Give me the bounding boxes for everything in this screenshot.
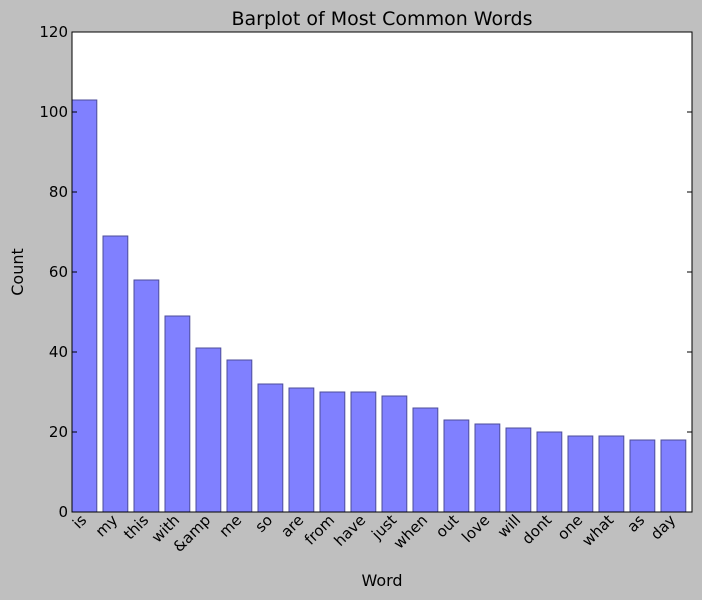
- bar-what: [598, 435, 625, 513]
- y-tick-label-40: 40: [49, 343, 68, 361]
- bar-amp: [195, 347, 222, 513]
- y-tick-label-20: 20: [49, 423, 68, 441]
- x-tick-label-is: is: [69, 511, 90, 532]
- x-axis-label: Word: [361, 571, 402, 590]
- bar-so: [257, 383, 284, 513]
- bar-have: [350, 391, 377, 513]
- bar-as: [629, 439, 656, 513]
- bar-is: [71, 99, 98, 513]
- x-tick-label-dont: dont: [518, 511, 555, 548]
- y-tick-label-80: 80: [49, 183, 68, 201]
- x-tick-label-what: what: [578, 511, 617, 550]
- chart-title: Barplot of Most Common Words: [231, 8, 532, 30]
- x-tick-label-day: day: [647, 511, 679, 543]
- x-tick-label-when: when: [390, 511, 431, 552]
- bar-my: [102, 235, 129, 513]
- bar-from: [319, 391, 346, 513]
- y-tick-label-60: 60: [49, 263, 68, 281]
- bar-with: [164, 315, 191, 513]
- bar-will: [505, 427, 532, 513]
- x-tick-label-have: have: [330, 511, 369, 550]
- bar-are: [288, 387, 315, 513]
- bar-when: [412, 407, 439, 513]
- bar-me: [226, 359, 253, 513]
- x-tick-label-so: so: [251, 511, 276, 536]
- bars-layer: [71, 99, 687, 513]
- x-tick-label-from: from: [301, 511, 338, 548]
- y-axis: 0 20 40 60 80 100 120: [39, 23, 692, 521]
- x-tick-label-love: love: [458, 511, 493, 546]
- y-tick-label-120: 120: [39, 23, 68, 41]
- x-tick-label-me: me: [216, 511, 246, 541]
- y-tick-label-0: 0: [58, 503, 68, 521]
- bar-out: [443, 419, 470, 513]
- x-tick-label-this: this: [120, 511, 152, 543]
- y-axis-label: Count: [8, 248, 27, 296]
- x-tick-label-my: my: [92, 511, 121, 540]
- x-tick-label-out: out: [432, 511, 462, 541]
- bar-love: [474, 423, 501, 513]
- bar-just: [381, 395, 408, 513]
- bar-dont: [536, 431, 563, 513]
- x-tick-label-as: as: [623, 511, 648, 536]
- bar-this: [133, 279, 160, 513]
- y-tick-label-100: 100: [39, 103, 68, 121]
- bar-one: [567, 435, 594, 513]
- bar-day: [660, 439, 687, 513]
